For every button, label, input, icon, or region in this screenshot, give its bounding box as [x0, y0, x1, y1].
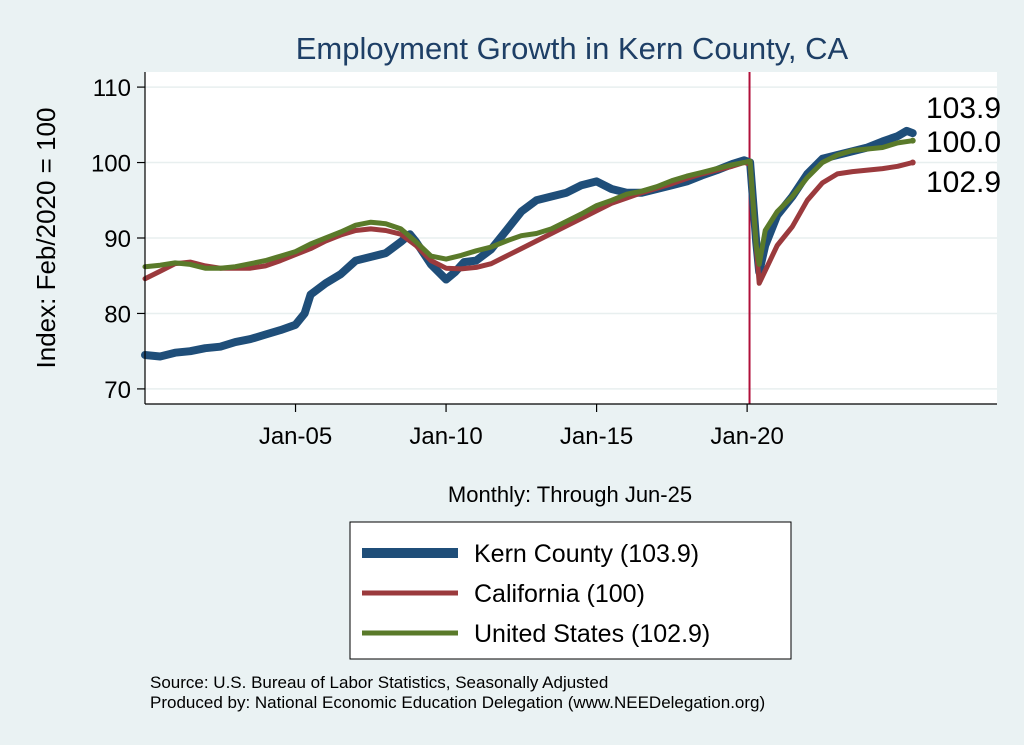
x-tick-label-Jan-20: Jan-20	[710, 423, 783, 450]
x-axis-title: Monthly: Through Jun-25	[448, 482, 692, 507]
series-line-united-states	[142, 138, 916, 271]
series-group	[141, 126, 917, 361]
end-label-united-states: 102.9	[926, 166, 1001, 199]
end-label-california: 100.0	[926, 126, 1001, 159]
legend-label-kern: Kern County (103.9)	[474, 540, 699, 568]
y-tick-label-90: 90	[104, 226, 131, 253]
x-tick-label-Jan-15: Jan-15	[560, 423, 633, 450]
y-tick-label-100: 100	[91, 151, 131, 178]
chart-title: Employment Growth in Kern County, CA	[296, 31, 849, 66]
legend: Kern County (103.9) California (100) Uni…	[349, 521, 792, 660]
end-point-2	[909, 137, 916, 144]
legend-label-us: United States (102.9)	[474, 620, 710, 648]
series-line-california	[142, 160, 916, 286]
end-label-kern-county: 103.9	[926, 92, 1001, 125]
y-axis-title: Index: Feb/2020 = 100	[31, 108, 61, 369]
y-tick-label-80: 80	[104, 301, 131, 328]
x-ticks: Jan-05 Jan-10 Jan-15 Jan-20	[259, 404, 784, 450]
y-tick-label-70: 70	[104, 377, 131, 404]
legend-label-california: California (100)	[474, 580, 645, 608]
y-ticks: 70 80 90 100 110	[91, 75, 145, 404]
end-point-0	[909, 130, 916, 137]
end-point-1	[909, 159, 916, 166]
gridlines	[145, 86, 997, 390]
x-tick-label-Jan-05: Jan-05	[259, 423, 332, 450]
producer-note: Produced by: National Economic Education…	[150, 693, 765, 712]
x-tick-label-Jan-10: Jan-10	[409, 423, 482, 450]
y-tick-label-110: 110	[93, 75, 131, 102]
source-note: Source: U.S. Bureau of Labor Statistics,…	[150, 673, 608, 692]
